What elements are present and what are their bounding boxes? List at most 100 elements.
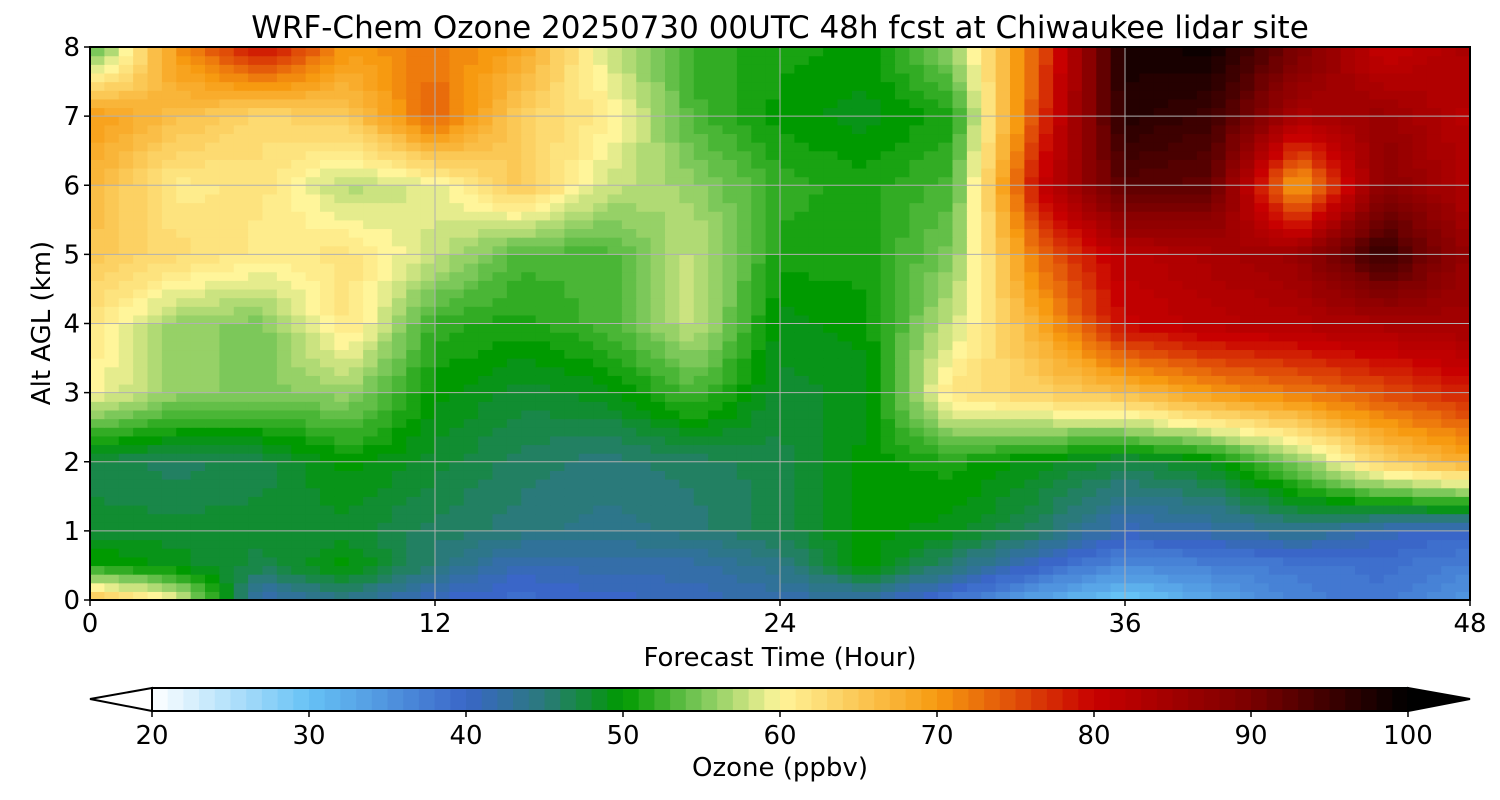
heatmap-cell (133, 556, 149, 567)
heatmap-cell (1441, 288, 1457, 299)
heatmap-cell (550, 245, 565, 255)
heatmap-cell (1067, 574, 1083, 584)
heatmap-cell (104, 574, 120, 584)
heatmap-cell (1355, 245, 1370, 255)
heatmap-cell (794, 288, 810, 299)
heatmap-cell (90, 237, 105, 247)
heatmap-cell (276, 167, 292, 178)
heatmap-cell (90, 487, 105, 497)
heatmap-cell (995, 453, 1011, 463)
heatmap-cell (650, 288, 666, 299)
heatmap-cell (176, 254, 192, 264)
heatmap-cell (1125, 427, 1140, 437)
heatmap-cell (449, 401, 465, 411)
heatmap-cell (391, 211, 407, 221)
heatmap-cell (535, 306, 551, 316)
heatmap-cell (190, 418, 206, 428)
heatmap-cell (118, 539, 134, 549)
heatmap-cell (550, 271, 565, 281)
heatmap-cell (665, 340, 680, 351)
heatmap-cell (665, 202, 680, 212)
heatmap-cell (1182, 401, 1198, 411)
heatmap-cell (1398, 219, 1414, 230)
heatmap-cell (751, 219, 767, 230)
heatmap-cell (1383, 435, 1399, 446)
heatmap-cell (406, 245, 422, 255)
heatmap-cell (348, 401, 364, 411)
heatmap-cell (895, 228, 910, 238)
heatmap-cell (550, 401, 565, 411)
heatmap-cell (1340, 591, 1356, 601)
heatmap-cell (104, 167, 120, 178)
heatmap-cell (1369, 487, 1385, 497)
heatmap-cell (679, 409, 695, 420)
heatmap-cell (895, 176, 910, 186)
heatmap-cell (1455, 409, 1471, 420)
heatmap-cell (593, 237, 609, 247)
heatmap-cell (1010, 202, 1025, 212)
heatmap-cell (435, 479, 450, 489)
heatmap-cell (823, 453, 839, 463)
heatmap-cell (1355, 453, 1370, 463)
heatmap-cell (1283, 202, 1299, 212)
heatmap-cell (176, 314, 192, 325)
heatmap-cell (176, 245, 192, 255)
heatmap-cell (765, 409, 781, 420)
heatmap-cell (1139, 453, 1155, 463)
heatmap-cell (104, 375, 120, 385)
heatmap-cell (794, 202, 810, 212)
heatmap-cell (521, 392, 537, 402)
heatmap-cell (1096, 150, 1112, 160)
heatmap-cell (1355, 479, 1370, 489)
heatmap-cell (262, 228, 278, 238)
heatmap-cell (909, 470, 925, 480)
heatmap-cell (506, 219, 522, 230)
heatmap-cell (1053, 349, 1069, 359)
heatmap-cell (736, 349, 752, 359)
heatmap-cell (593, 323, 609, 333)
heatmap-cell (276, 219, 292, 230)
heatmap-cell (866, 522, 882, 532)
heatmap-cell (406, 314, 422, 325)
heatmap-cell (1426, 332, 1442, 342)
heatmap-cell (506, 358, 522, 368)
heatmap-cell (233, 522, 249, 532)
heatmap-cell (794, 358, 810, 368)
heatmap-cell (1010, 375, 1025, 385)
heatmap-cell (808, 288, 824, 299)
heatmap-cell (1426, 392, 1442, 402)
heatmap-cell (1283, 427, 1299, 437)
heatmap-cell (736, 159, 752, 169)
heatmap-cell (118, 418, 134, 428)
heatmap-cell (1196, 530, 1212, 541)
heatmap-cell (621, 530, 637, 541)
heatmap-cell (348, 314, 364, 325)
heatmap-cell (161, 288, 177, 299)
heatmap-cell (262, 280, 278, 290)
heatmap-cell (161, 375, 177, 385)
heatmap-cell (780, 349, 795, 359)
heatmap-cell (550, 237, 565, 247)
heatmap-cell (118, 470, 134, 480)
heatmap-cell (391, 530, 407, 541)
heatmap-cell (607, 193, 623, 204)
heatmap-cell (1455, 245, 1471, 255)
heatmap-cell (492, 453, 508, 463)
heatmap-cell (1053, 496, 1069, 506)
heatmap-cell (621, 314, 637, 325)
heatmap-cell (1010, 522, 1025, 532)
heatmap-cell (521, 211, 537, 221)
heatmap-cell (866, 332, 882, 342)
heatmap-cell (1067, 435, 1083, 446)
heatmap-cell (1240, 409, 1255, 420)
heatmap-cell (276, 582, 292, 592)
heatmap-cell (1110, 522, 1126, 532)
heatmap-cell (133, 453, 149, 463)
heatmap-cell (1110, 211, 1126, 221)
heatmap-cell (320, 193, 335, 204)
heatmap-cell (550, 349, 565, 359)
heatmap-cell (1139, 470, 1155, 480)
heatmap-cell (1182, 271, 1198, 281)
heatmap-cell (823, 323, 839, 333)
heatmap-cell (1211, 444, 1227, 454)
